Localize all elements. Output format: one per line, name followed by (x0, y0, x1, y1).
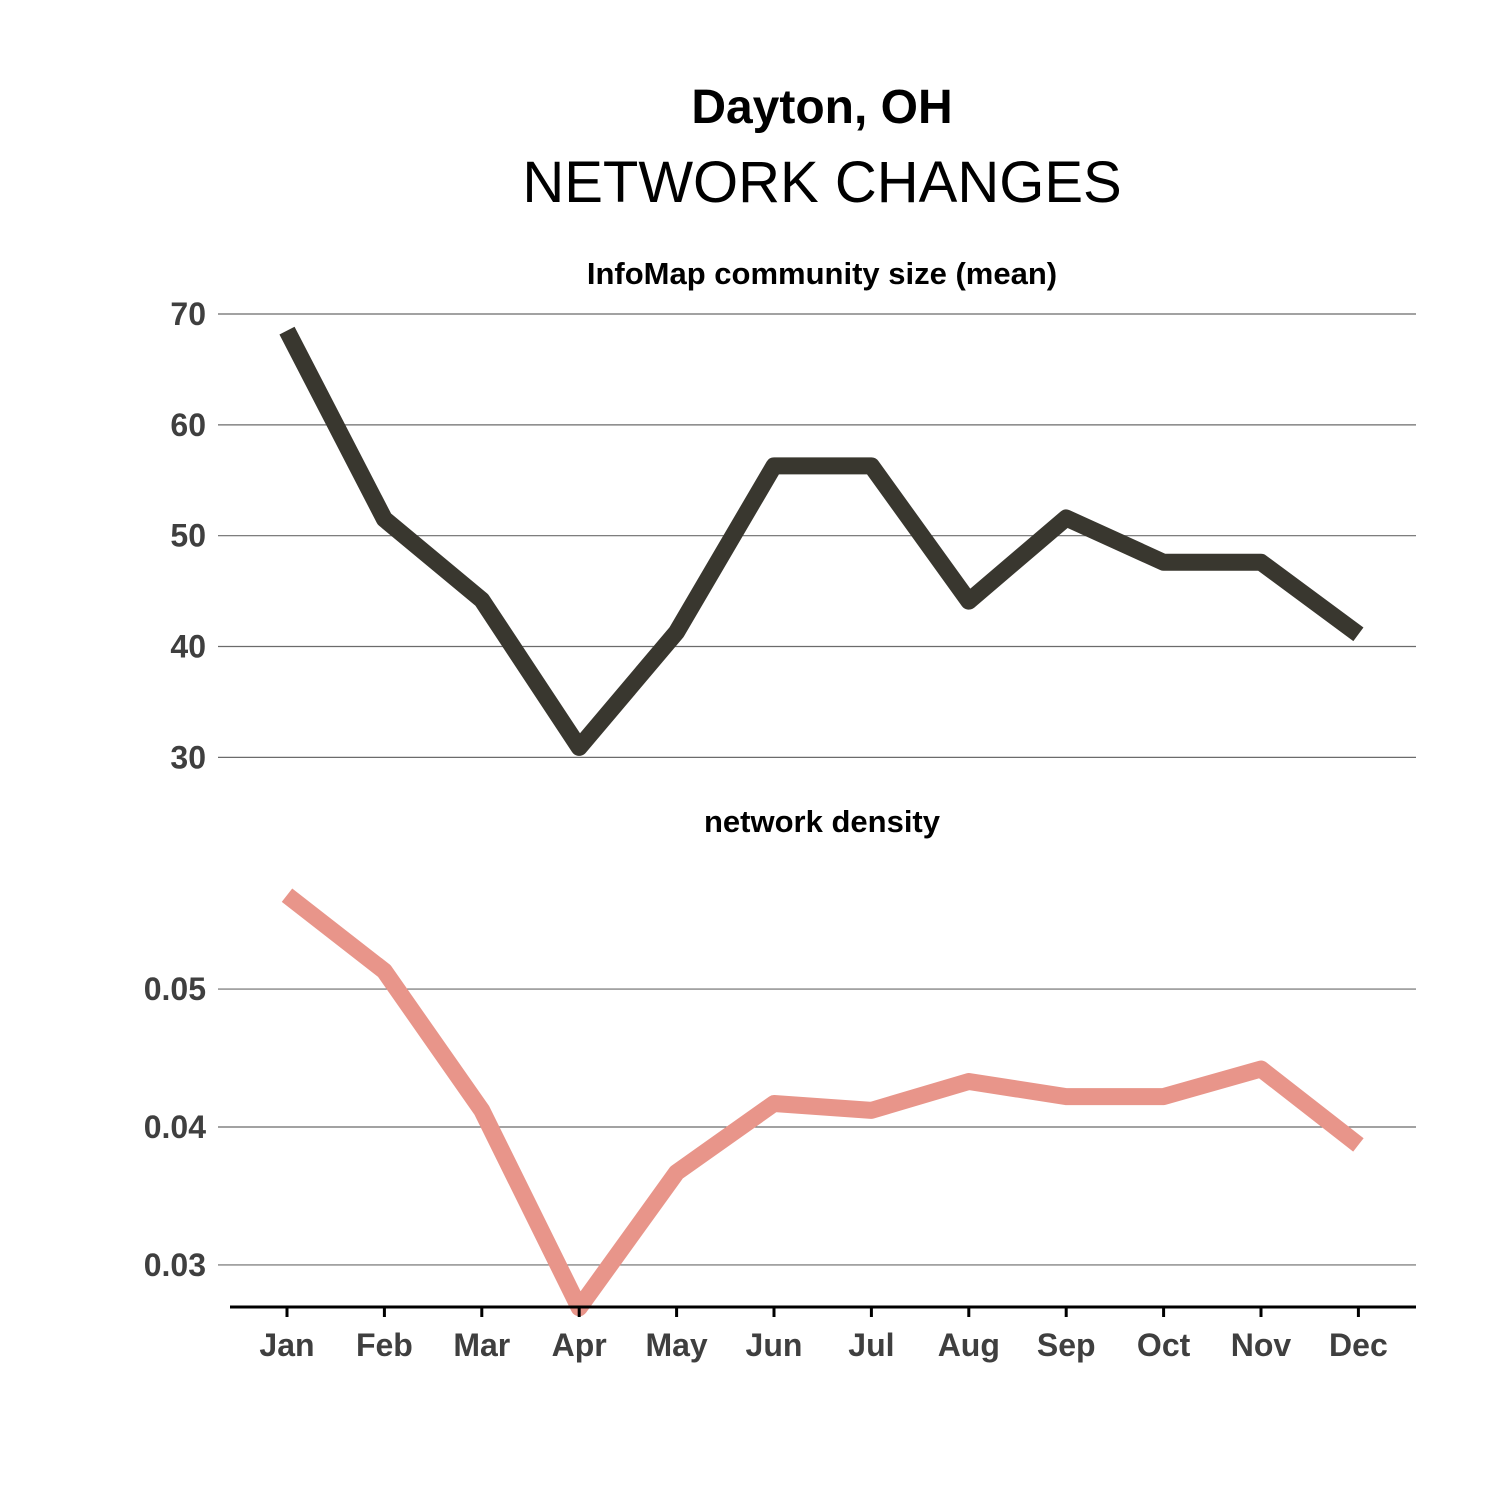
y-tick-label: 40 (170, 629, 206, 665)
series-community-size (279, 326, 1364, 756)
data-point (1260, 1068, 1262, 1070)
series-density (281, 888, 1364, 1317)
x-tick-label: Sep (1037, 1327, 1096, 1363)
data-point (676, 1172, 678, 1174)
data-point (286, 330, 288, 332)
x-tick-label: Mar (453, 1327, 510, 1363)
panel-title-community-size: InfoMap community size (mean) (587, 256, 1057, 291)
x-tick-label: Apr (552, 1327, 607, 1363)
data-point (1163, 561, 1165, 563)
y-tick-label: 50 (170, 518, 206, 554)
y-tick-label: 0.03 (144, 1247, 206, 1283)
data-point (968, 600, 970, 602)
data-point (968, 1080, 970, 1082)
series-line (281, 888, 1364, 1317)
y-axis-density: 0.03 0.04 0.05 (144, 971, 206, 1283)
chart-subtitle: NETWORK CHANGES (522, 150, 1121, 215)
y-tick-label: 0.04 (144, 1109, 206, 1145)
data-point (1065, 1096, 1067, 1098)
series-line (279, 326, 1364, 756)
data-point (578, 746, 580, 748)
data-point (1163, 1096, 1165, 1098)
x-tick-label: Nov (1231, 1327, 1292, 1363)
gridlines-density (218, 988, 1416, 1266)
x-tick-label: Feb (356, 1327, 413, 1363)
data-point (1357, 1144, 1359, 1146)
x-tick-label: Aug (938, 1327, 1000, 1363)
density-panel: network density 0.03 0.04 0.05 (144, 804, 1416, 1317)
data-point (481, 599, 483, 601)
y-tick-label: 0.05 (144, 971, 206, 1007)
data-point (481, 1109, 483, 1111)
x-tick-label: Jun (746, 1327, 803, 1363)
data-point (383, 970, 385, 972)
data-point (773, 465, 775, 467)
data-point (383, 518, 385, 520)
data-point (870, 1109, 872, 1111)
panel-title-density: network density (704, 804, 941, 839)
data-point (1065, 517, 1067, 519)
community-size-panel: InfoMap community size (mean) 30 40 50 60 70 (170, 256, 1416, 775)
x-tick-label: Jan (259, 1327, 314, 1363)
chart-title: Dayton, OH (691, 81, 952, 134)
data-point (1357, 633, 1359, 635)
y-axis-community-size: 30 40 50 60 70 (170, 296, 206, 775)
data-point (676, 631, 678, 633)
data-point (1260, 561, 1262, 563)
data-point (773, 1103, 775, 1105)
x-tick-label: Dec (1329, 1327, 1388, 1363)
y-tick-label: 70 (170, 296, 206, 332)
y-tick-label: 30 (170, 739, 206, 775)
x-tick-label: Jul (848, 1327, 894, 1363)
x-tick-label: May (645, 1327, 707, 1363)
x-tick-label: Oct (1137, 1327, 1191, 1363)
data-point (286, 894, 288, 896)
x-axis: Jan Feb Mar Apr May Jun Jul Aug Sep Oct Nov Dec (230, 1305, 1416, 1363)
data-point (870, 465, 872, 467)
y-tick-label: 60 (170, 407, 206, 443)
